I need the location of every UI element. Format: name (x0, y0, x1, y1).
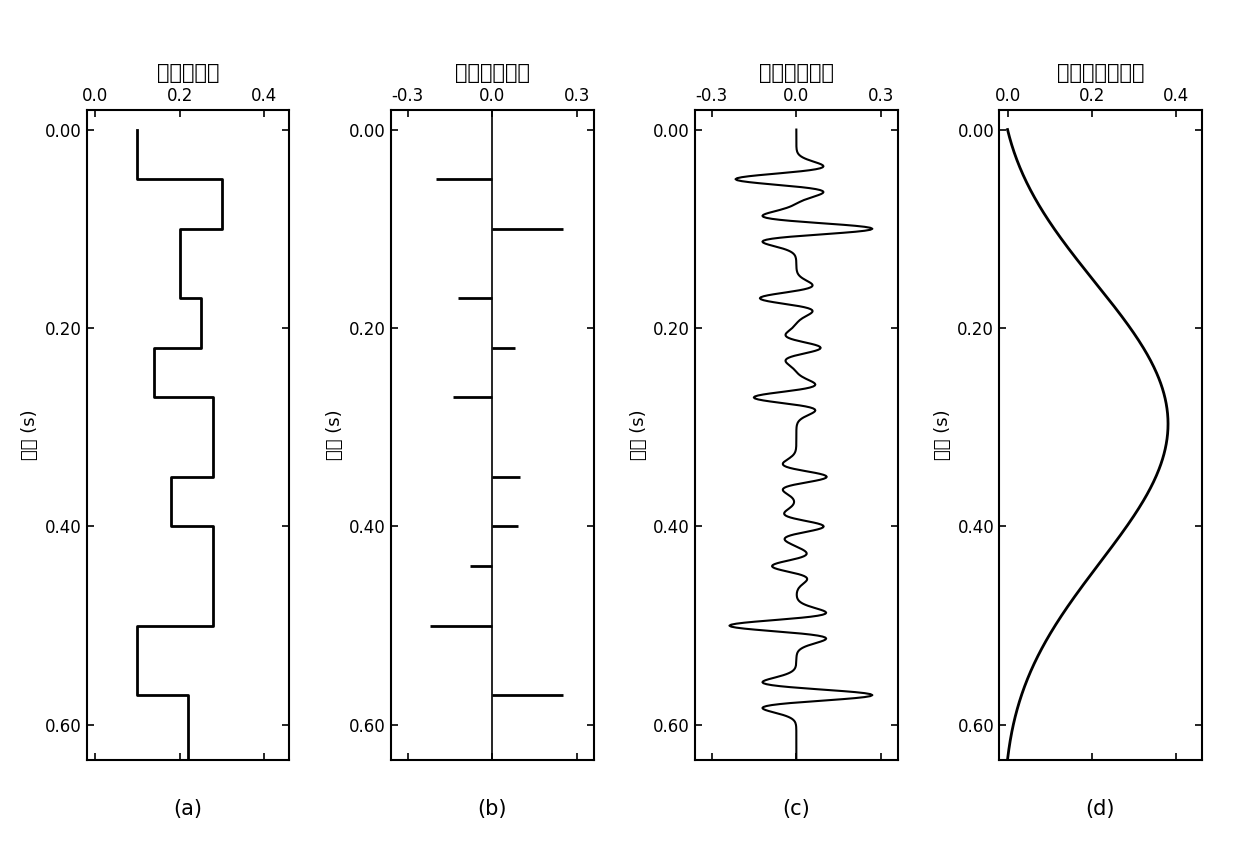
Text: (b): (b) (477, 798, 507, 819)
Y-axis label: 时间 (s): 时间 (s) (21, 409, 40, 460)
Text: (c): (c) (783, 798, 810, 819)
Title: 孔隙度模型: 孔隙度模型 (157, 62, 219, 83)
Title: 初始孔隙度模型: 初始孔隙度模型 (1057, 62, 1144, 83)
Y-axis label: 时间 (s): 时间 (s) (934, 409, 952, 460)
Y-axis label: 时间 (s): 时间 (s) (629, 409, 648, 460)
Text: (a): (a) (173, 798, 203, 819)
Y-axis label: 时间 (s): 时间 (s) (326, 409, 343, 460)
Title: 合成地震记录: 合成地震记录 (758, 62, 834, 83)
Text: (d): (d) (1085, 798, 1115, 819)
Title: 反射系数模型: 反射系数模型 (455, 62, 530, 83)
